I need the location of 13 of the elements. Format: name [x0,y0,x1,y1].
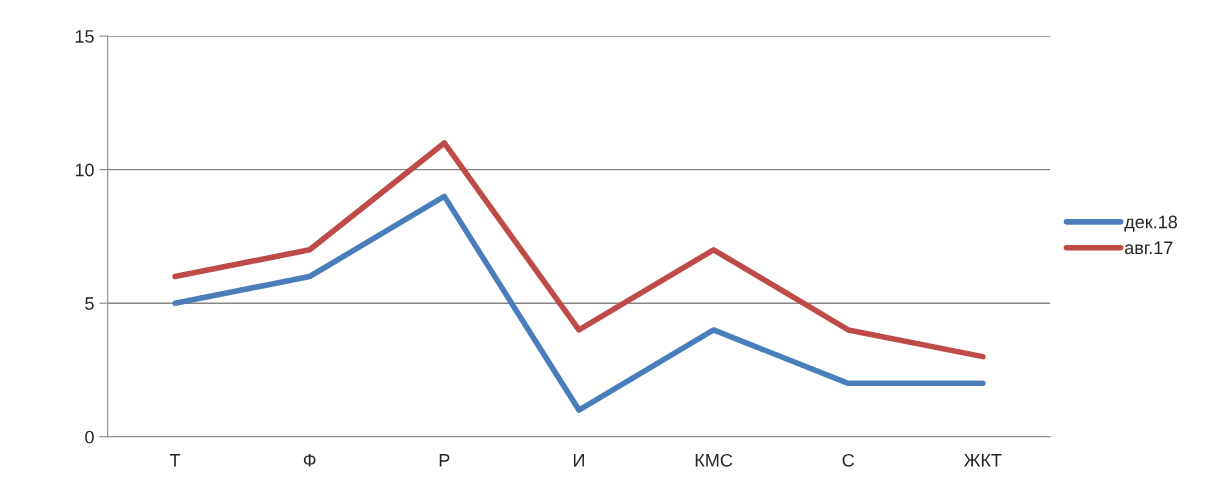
x-tick-label: ЖКТ [964,454,1002,467]
x-tick-label: Т [169,454,181,467]
legend-label: дек.18 [1124,215,1178,232]
y-tick-label: 0 [85,430,94,444]
x-tick-label: И [573,454,584,467]
legend-label: авг.17 [1124,241,1173,255]
y-tick-label: 15 [75,30,94,43]
y-tick-label: 5 [85,297,94,310]
x-tick-label: С [842,453,855,467]
x-tick-label: Ф [303,454,316,467]
x-tick-label: Р [439,454,450,467]
x-tick-label: КМС [695,453,733,467]
y-tick-label: 10 [75,163,94,177]
